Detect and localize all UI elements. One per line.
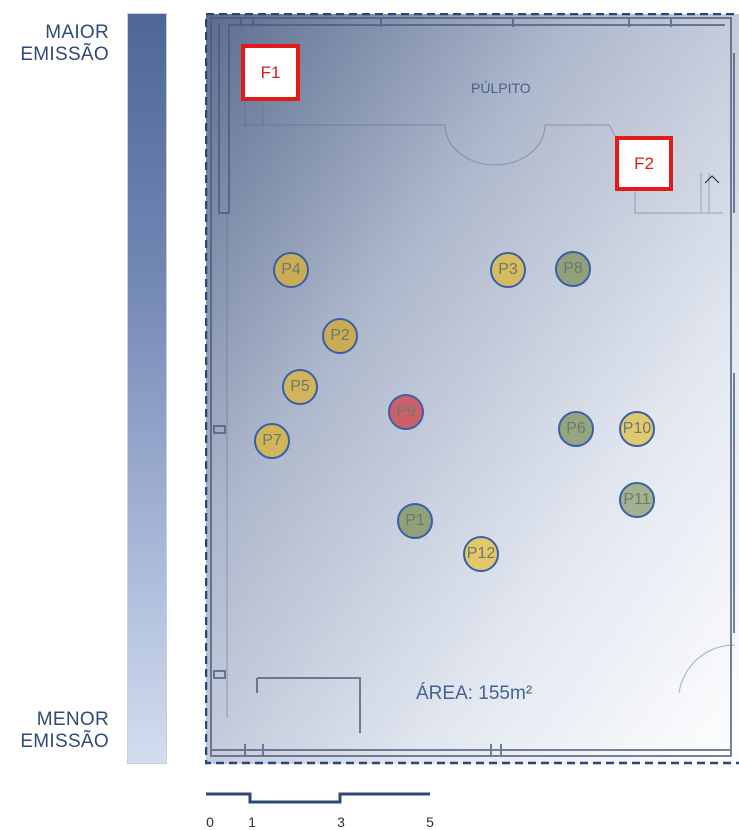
legend-high-line2: EMISSÃO: [20, 44, 109, 65]
point-p9: P9: [388, 394, 424, 430]
scale-tick-5: 5: [426, 814, 434, 830]
point-p8: P8: [555, 251, 591, 287]
legend-high-label: MAIOR EMISSÃO: [20, 22, 109, 66]
point-p5: P5: [282, 369, 318, 405]
scale-bar: [206, 792, 430, 804]
area-label: ÁREA: 155m²: [416, 683, 533, 704]
scale-bar-line: [206, 792, 430, 804]
pulpit-label: PÚLPITO: [471, 80, 531, 96]
point-p7: P7: [254, 423, 290, 459]
label-f1: F1: [241, 44, 300, 101]
point-p1: P1: [397, 503, 433, 539]
scale-tick-1: 1: [248, 814, 256, 830]
point-p6: P6: [558, 411, 594, 447]
point-p12: P12: [463, 536, 499, 572]
scale-tick-3: 3: [337, 814, 345, 830]
point-p2: P2: [322, 318, 358, 354]
legend-low-line2: EMISSÃO: [20, 731, 109, 752]
legend-high-line1: MAIOR: [45, 22, 109, 43]
point-p3: P3: [490, 252, 526, 288]
label-f2: F2: [615, 136, 673, 191]
legend-low-label: MENOR EMISSÃO: [20, 709, 109, 753]
legend-low-line1: MENOR: [36, 709, 109, 730]
scale-tick-0: 0: [206, 814, 214, 830]
point-p11: P11: [619, 482, 655, 518]
walls: [210, 17, 735, 757]
floor-plan: PÚLPITO ÁREA: 155m² F1 F2 P4 P3 P8 P2 P5…: [205, 13, 739, 765]
stair-arrow-icon: [704, 175, 720, 184]
point-p10: P10: [619, 411, 655, 447]
area-boundary: [205, 13, 739, 765]
point-p4: P4: [273, 252, 309, 288]
emission-gradient-bar: [127, 13, 167, 764]
